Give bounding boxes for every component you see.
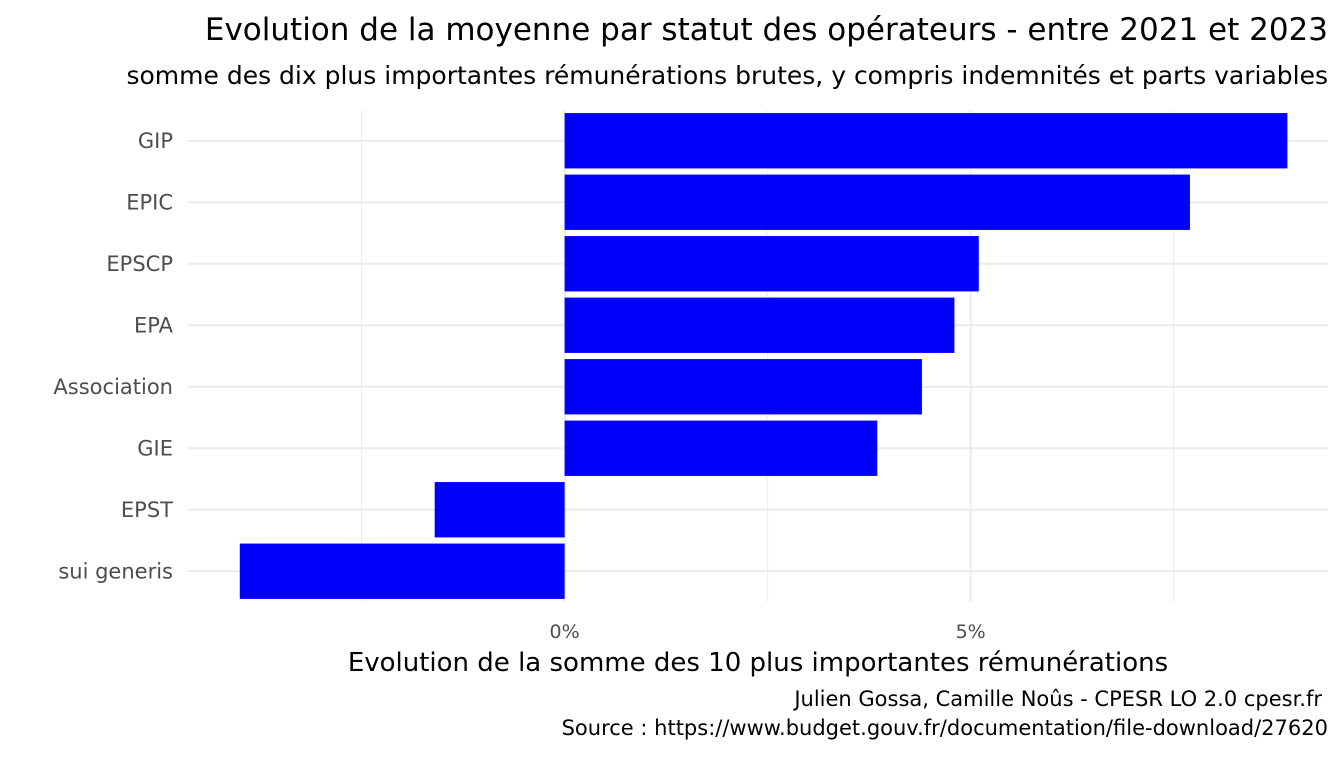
bar-association [564,359,922,415]
bar-sui-generis [239,543,565,599]
bar-gip [564,113,1288,169]
bars [239,113,1288,599]
x-tick-label: 5% [956,621,986,643]
x-tick-label: 0% [550,621,580,643]
y-tick-label: sui generis [58,559,173,583]
x-axis-title: Evolution de la somme des 10 plus import… [348,648,1168,678]
bar-epa [564,297,955,353]
caption-source: Source : https://www.budget.gouv.fr/docu… [562,716,1328,740]
y-axis-labels: GIP EPIC EPSCP EPA Association GIE EPST sui gen… [53,129,173,584]
bar-epic [564,174,1190,230]
bar-epst [434,482,565,538]
x-axis-labels: 0% 5% [550,621,986,643]
y-tick-label: EPA [134,313,174,337]
y-tick-label: GIP [138,129,173,153]
y-tick-label: EPSCP [106,252,173,276]
y-tick-label: Association [53,375,173,399]
chart-title: Evolution de la moyenne par statut des o… [205,12,1328,48]
y-tick-label: GIE [137,436,173,460]
chart-subtitle: somme des dix plus importantes rémunérat… [126,61,1328,90]
y-tick-label: EPST [121,498,173,522]
caption-credits: Julien Gossa, Camille Noûs - CPESR LO 2.… [792,687,1322,711]
bar-gie [564,420,878,476]
y-tick-label: EPIC [126,190,173,214]
bar-epscp [564,236,979,292]
